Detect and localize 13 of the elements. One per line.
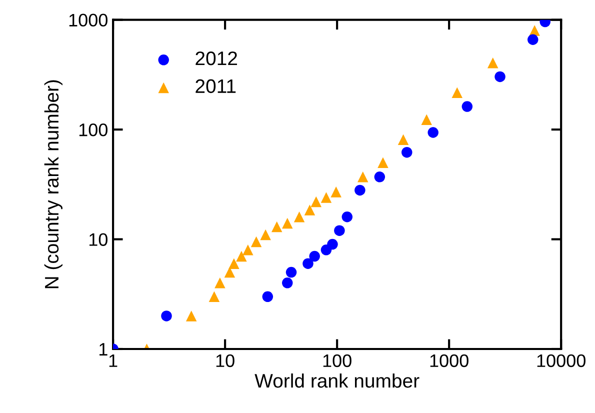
y-axis-title: N (country rank number) [44, 80, 62, 288]
x-tick-label: 10000 [537, 354, 586, 368]
y-tick-label: 1000 [69, 14, 108, 27]
legend-label: 2012 [196, 51, 237, 66]
x-axis-title: World rank number [254, 373, 420, 388]
x-tick-label: 10 [216, 354, 234, 368]
x-tick-label: 100 [323, 354, 352, 368]
x-tick-label: 1 [109, 354, 118, 367]
x-tick-label: 1000 [430, 354, 468, 368]
y-tick-label: 100 [79, 123, 108, 136]
y-tick-label: 10 [89, 233, 108, 246]
y-tick-label: 1 [100, 343, 108, 356]
legend-label: 2011 [196, 79, 236, 94]
